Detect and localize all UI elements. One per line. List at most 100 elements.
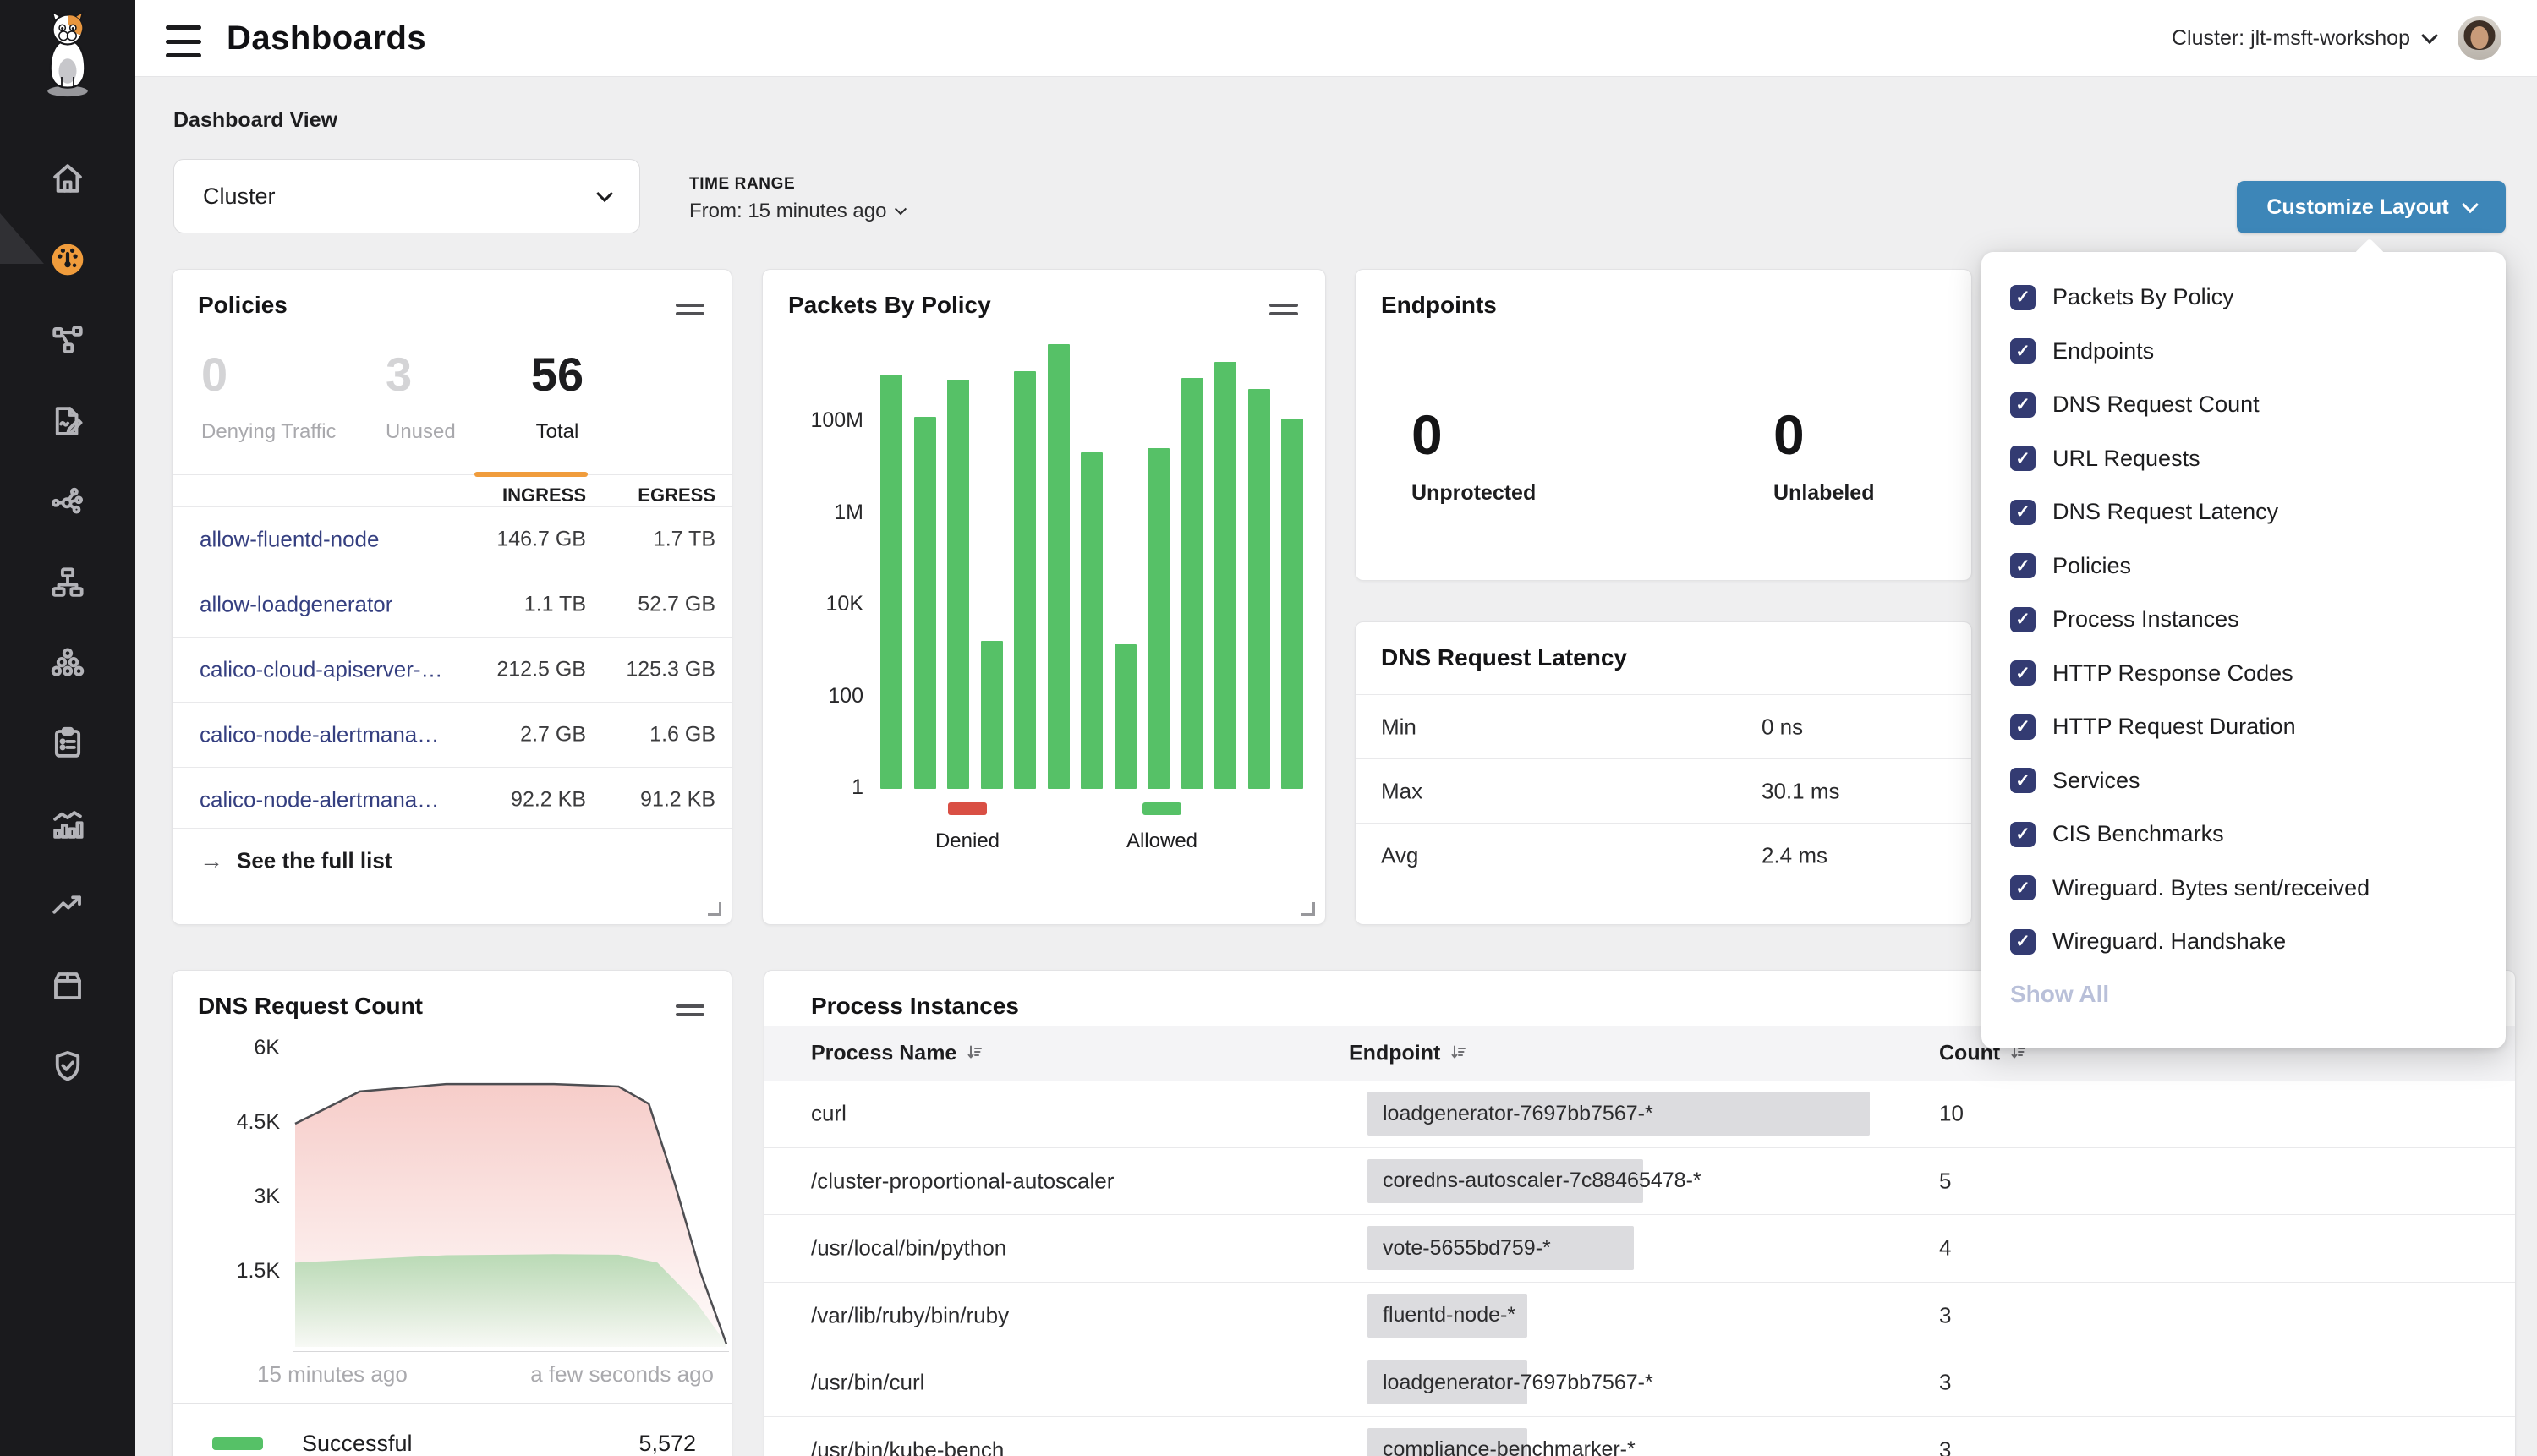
- endpoint-cell: loadgenerator-7697bb7567-*: [1367, 1092, 1653, 1136]
- process-row: /var/lib/ruby/bin/rubyfluentd-node-*3: [764, 1283, 2515, 1350]
- y-tick-label: 1M: [745, 501, 863, 525]
- drag-handle-icon[interactable]: [676, 304, 704, 320]
- sidebar-item-security[interactable]: [48, 1047, 87, 1086]
- x-axis-label-start: 15 minutes ago: [257, 1361, 408, 1388]
- see-full-list-link[interactable]: → See the full list: [173, 828, 732, 893]
- checkbox-checked-icon[interactable]: ✓: [2010, 285, 2036, 310]
- drag-handle-icon[interactable]: [676, 1004, 704, 1021]
- resize-handle[interactable]: [1301, 902, 1315, 916]
- endpoint-cell: fluentd-node-*: [1367, 1294, 1515, 1338]
- column-label: Endpoint: [1349, 1041, 1440, 1065]
- policies-card: Policies 0 Denying Traffic 3 Unused 56 T…: [172, 269, 732, 925]
- layout-option[interactable]: ✓Process Instances: [1981, 593, 2506, 647]
- time-range-value[interactable]: From: 15 minutes ago: [689, 200, 905, 223]
- process-name: /usr/local/bin/python: [811, 1235, 1006, 1262]
- legend-successful[interactable]: Successful 5,572: [173, 1417, 732, 1456]
- dashboard-screen: Dashboards Cluster: jlt-msft-workshop Da…: [0, 0, 2537, 1456]
- layout-option[interactable]: ✓Services: [1981, 754, 2506, 808]
- policy-row: calico-node-alertmana…2.7 GB1.6 GB: [173, 702, 732, 767]
- bar: [947, 380, 969, 789]
- stat-unused: 3 Unused: [386, 351, 456, 444]
- latency-table: Min0 ns Max30.1 ms Avg2.4 ms: [1356, 694, 1971, 887]
- sidebar-item-hierarchy[interactable]: [48, 563, 87, 602]
- sidebar-item-statistics[interactable]: [48, 805, 87, 844]
- layout-option[interactable]: ✓HTTP Request Duration: [1981, 700, 2506, 754]
- process-name: curl: [811, 1101, 847, 1127]
- checkbox-checked-icon[interactable]: ✓: [2010, 714, 2036, 740]
- legend-allowed[interactable]: Allowed: [1094, 802, 1230, 853]
- policy-link[interactable]: calico-node-alertmana…: [200, 722, 439, 748]
- sidebar-item-workloads[interactable]: [48, 643, 87, 682]
- sidebar-item-policies[interactable]: [48, 402, 87, 441]
- dns-request-count-card: DNS Request Count 6K4.5K3K1.5K 15 minute…: [172, 970, 732, 1456]
- sidebar-item-dashboards[interactable]: [48, 240, 87, 279]
- sidebar-item-home[interactable]: [48, 159, 87, 198]
- legend-denied[interactable]: Denied: [900, 802, 1035, 853]
- layout-option[interactable]: ✓Packets By Policy: [1981, 271, 2506, 325]
- count-value: 3: [1939, 1370, 1951, 1396]
- count-value: 3: [1939, 1437, 1951, 1456]
- layout-option[interactable]: ✓Wireguard. Bytes sent/received: [1981, 862, 2506, 916]
- y-tick-label: 3K: [178, 1185, 280, 1209]
- checkbox-checked-icon[interactable]: ✓: [2010, 446, 2036, 471]
- time-range-label: TIME RANGE: [689, 175, 905, 194]
- dashboard-view-select[interactable]: Cluster: [173, 159, 640, 233]
- policy-link[interactable]: allow-loadgenerator: [200, 592, 392, 618]
- policies-table-header: INGRESS EGRESS: [173, 478, 732, 506]
- count-value: 4: [1939, 1235, 1951, 1262]
- egress-value: 125.3 GB: [626, 658, 715, 682]
- cluster-selector[interactable]: Cluster: jlt-msft-workshop: [2172, 26, 2436, 51]
- chevron-down-icon: [895, 203, 907, 215]
- checkbox-checked-icon[interactable]: ✓: [2010, 768, 2036, 793]
- layout-option[interactable]: ✓HTTP Response Codes: [1981, 647, 2506, 701]
- checkbox-checked-icon[interactable]: ✓: [2010, 929, 2036, 955]
- policy-link[interactable]: allow-fluentd-node: [200, 527, 379, 553]
- card-title: Packets By Policy: [788, 292, 991, 319]
- checkbox-checked-icon[interactable]: ✓: [2010, 392, 2036, 418]
- checkbox-checked-icon[interactable]: ✓: [2010, 500, 2036, 525]
- layout-option[interactable]: ✓ Wireguard. Handshake: [1981, 915, 2506, 969]
- endpoint-cell: loadgenerator-7697bb7567-*: [1367, 1360, 1653, 1404]
- layout-option[interactable]: ✓DNS Request Latency: [1981, 485, 2506, 539]
- sidebar-item-service-graph[interactable]: [48, 320, 87, 359]
- layout-option[interactable]: ✓Policies: [1981, 539, 2506, 594]
- layout-option[interactable]: ✓URL Requests: [1981, 432, 2506, 486]
- layout-option[interactable]: ✓Endpoints: [1981, 325, 2506, 379]
- bar: [1181, 378, 1203, 789]
- column-header-endpoint[interactable]: Endpoint: [1349, 1041, 1469, 1065]
- checkbox-checked-icon[interactable]: ✓: [2010, 338, 2036, 364]
- chevron-down-icon: [2462, 196, 2479, 213]
- checkbox-checked-icon[interactable]: ✓: [2010, 822, 2036, 847]
- sidebar-item-packages[interactable]: [48, 966, 87, 1005]
- checkbox-checked-icon[interactable]: ✓: [2010, 607, 2036, 632]
- drag-handle-icon[interactable]: [1269, 304, 1298, 320]
- show-all-link[interactable]: Show All: [2010, 981, 2506, 1008]
- policy-link[interactable]: calico-cloud-apiserver-…: [200, 657, 443, 683]
- sidebar-item-network-flows[interactable]: [48, 482, 87, 521]
- clipboard-icon: [50, 725, 85, 761]
- checkbox-checked-icon[interactable]: ✓: [2010, 553, 2036, 578]
- bar: [1214, 362, 1236, 789]
- user-avatar[interactable]: [2458, 16, 2501, 60]
- policy-row: allow-fluentd-node146.7 GB1.7 TB: [173, 506, 732, 572]
- active-nav-flag: [0, 213, 44, 264]
- menu-toggle-button[interactable]: [166, 22, 201, 61]
- customize-layout-button[interactable]: Customize Layout: [2237, 181, 2506, 233]
- sidebar-item-trends[interactable]: [48, 885, 87, 924]
- y-tick-label: 100: [745, 684, 863, 709]
- sidebar-item-compliance[interactable]: [48, 724, 87, 763]
- ingress-value: 212.5 GB: [496, 658, 586, 682]
- count-value: 5: [1939, 1168, 1951, 1194]
- checkbox-checked-icon[interactable]: ✓: [2010, 875, 2036, 900]
- layout-option[interactable]: ✓CIS Benchmarks: [1981, 807, 2506, 862]
- checkbox-checked-icon[interactable]: ✓: [2010, 660, 2036, 686]
- endpoint-name: vote-5655bd759-*: [1367, 1236, 1551, 1261]
- policy-link[interactable]: calico-node-alertmana…: [200, 787, 439, 813]
- column-header-process-name[interactable]: Process Name: [811, 1041, 985, 1065]
- bar: [880, 375, 902, 789]
- chevron-down-icon: [596, 185, 613, 202]
- layout-option[interactable]: ✓DNS Request Count: [1981, 378, 2506, 432]
- layout-option-label: Wireguard. Handshake: [2052, 928, 2286, 955]
- resize-handle[interactable]: [708, 902, 721, 916]
- stat-total[interactable]: 56 Total: [507, 351, 608, 444]
